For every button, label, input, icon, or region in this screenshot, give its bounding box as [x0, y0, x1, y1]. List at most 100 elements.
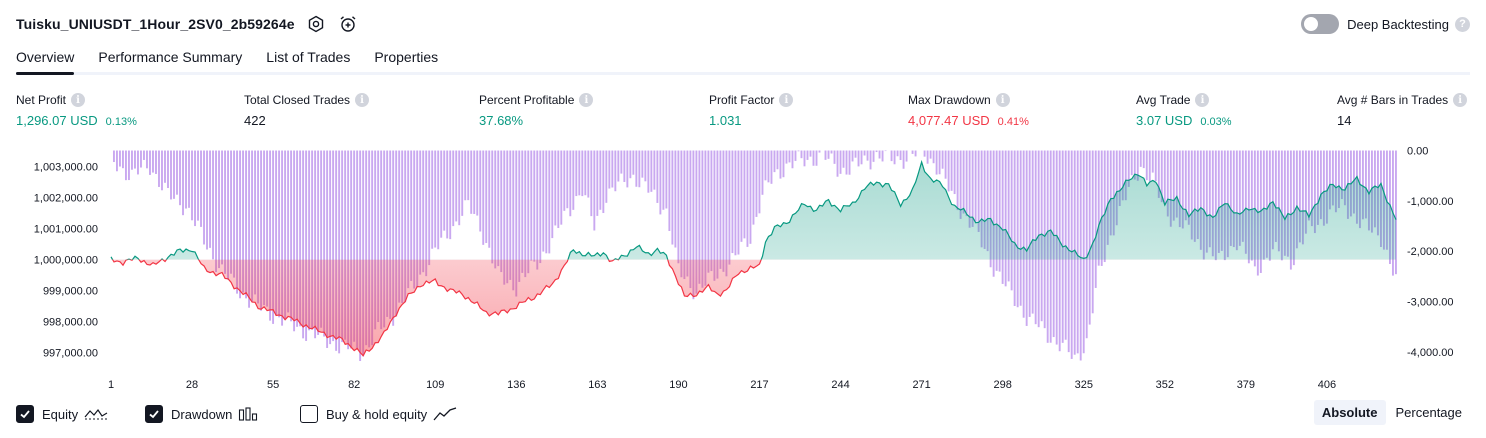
drawdown-bar: [545, 150, 548, 254]
drawdown-bar: [278, 150, 281, 318]
drawdown-bar: [272, 150, 275, 324]
drawdown-bar: [395, 150, 398, 317]
drawdown-bar: [752, 150, 755, 225]
alarm-clock-plus-icon[interactable]: [337, 13, 359, 35]
drawdown-bar: [1310, 150, 1313, 227]
info-icon[interactable]: i: [1453, 93, 1468, 107]
drawdown-bar: [755, 150, 758, 217]
info-icon[interactable]: i: [779, 93, 794, 107]
drawdown-bar: [647, 150, 650, 193]
legend-buy-hold[interactable]: Buy & hold equity: [300, 403, 457, 425]
settings-gear-glyph: [308, 15, 323, 33]
info-icon[interactable]: i: [355, 93, 370, 107]
drawdown-bar: [1205, 150, 1208, 253]
drawdown-bar: [623, 150, 626, 182]
drawdown-bar: [374, 150, 377, 330]
tab-bar: Overview Performance Summary List of Tra…: [16, 44, 1470, 75]
tab-overview[interactable]: Overview: [16, 44, 75, 75]
drawdown-bar: [308, 150, 311, 331]
drawdown-bar: [596, 150, 599, 216]
drawdown-bar: [236, 150, 238, 294]
drawdown-bar: [488, 150, 491, 248]
absolute-button[interactable]: Absolute: [1313, 400, 1386, 425]
drawdown-bar: [194, 150, 196, 227]
drawdown-bar: [617, 150, 620, 182]
drawdown-bar: [1022, 150, 1025, 318]
drawdown-bar: [1172, 150, 1175, 221]
legend-equity[interactable]: Equity: [16, 403, 108, 425]
drawdown-bar: [989, 150, 992, 268]
drawdown-bar: [464, 150, 467, 201]
info-icon[interactable]: i: [1195, 93, 1210, 107]
drawdown-bar: [494, 150, 497, 269]
buy-hold-checkbox[interactable]: [300, 405, 318, 423]
toggle-knob: [1304, 17, 1319, 31]
drawdown-bar: [767, 150, 770, 183]
info-icon[interactable]: i: [71, 93, 86, 107]
drawdown-bar: [533, 150, 536, 262]
drawdown-bar: [1286, 150, 1289, 257]
drawdown-bar: [158, 150, 160, 187]
drawdown-bar: [614, 150, 617, 192]
drawdown-bar: [137, 150, 139, 175]
drawdown-bar: [914, 150, 917, 157]
drawdown-bar: [338, 150, 341, 354]
drawdown-bar: [1307, 150, 1310, 221]
drawdown-bar: [884, 150, 887, 152]
drawdown-bar: [575, 150, 578, 197]
drawdown-bar: [1175, 150, 1178, 218]
stat-percent: 0.13%: [105, 116, 137, 128]
x-axis-tick-label: 109: [426, 379, 444, 391]
drawdown-bar: [503, 150, 506, 285]
drawdown-bar: [1142, 150, 1145, 169]
drawdown-bar: [302, 150, 305, 339]
drawdown-bar: [1169, 150, 1172, 227]
drawdown-bar: [548, 150, 551, 254]
drawdown-bar: [188, 150, 190, 208]
drawdown-bar: [815, 150, 818, 166]
drawdown-bar: [1298, 150, 1301, 243]
tab-list-of-trades[interactable]: List of Trades: [266, 49, 351, 65]
drawdown-bar: [200, 150, 202, 227]
drawdown-bar: [860, 150, 863, 165]
drawdown-bar: [224, 150, 226, 274]
drawdown-bar: [851, 150, 854, 162]
strategy-title: Tuisku_UNIUSDT_1Hour_2SV0_2b59264e: [16, 16, 295, 32]
drawdown-bar: [383, 150, 386, 328]
drawdown-bar: [722, 150, 725, 272]
equity-drawdown-chart[interactable]: 1,003,000.00 1,002,000.00 1,001,000.00 1,00…: [0, 140, 1486, 395]
x-axis-tick-label: 244: [831, 379, 849, 391]
drawdown-bar: [986, 150, 989, 252]
legend-drawdown[interactable]: Drawdown: [145, 403, 258, 425]
settings-gear-icon[interactable]: [305, 13, 327, 35]
help-icon[interactable]: ?: [1455, 16, 1470, 32]
drawdown-bar: [305, 150, 308, 341]
x-axis-tick-label: 163: [588, 379, 606, 391]
drawdown-bar: [1133, 150, 1136, 180]
deep-backtesting-toggle[interactable]: [1301, 14, 1340, 34]
tab-performance-summary[interactable]: Performance Summary: [98, 49, 243, 65]
drawdown-bar: [1085, 150, 1088, 339]
drawdown-bar: [557, 150, 560, 229]
drawdown-bar: [680, 150, 683, 278]
drawdown-bar: [1289, 150, 1292, 270]
percentage-button[interactable]: Percentage: [1395, 405, 1463, 420]
drawdown-bar: [1118, 150, 1121, 207]
drawdown-bar: [1154, 150, 1157, 182]
equity-checkbox[interactable]: [16, 405, 34, 423]
x-axis-tick-label: 379: [1237, 379, 1255, 391]
drawdown-bar: [257, 150, 260, 304]
drawdown-bar: [440, 150, 443, 238]
drawdown-bar: [443, 150, 446, 231]
drawdown-checkbox[interactable]: [145, 405, 163, 423]
drawdown-bar: [500, 150, 503, 273]
drawdown-bar: [551, 150, 554, 239]
x-axis-tick-label: 55: [267, 379, 279, 391]
tab-properties[interactable]: Properties: [374, 49, 439, 65]
drawdown-bar: [245, 150, 248, 299]
drawdown-bar: [602, 150, 605, 214]
left-axis-tick-label: 1,002,000.00: [34, 193, 98, 205]
info-icon[interactable]: i: [579, 93, 594, 107]
drawdown-bar: [263, 150, 266, 306]
info-icon[interactable]: i: [995, 93, 1010, 107]
